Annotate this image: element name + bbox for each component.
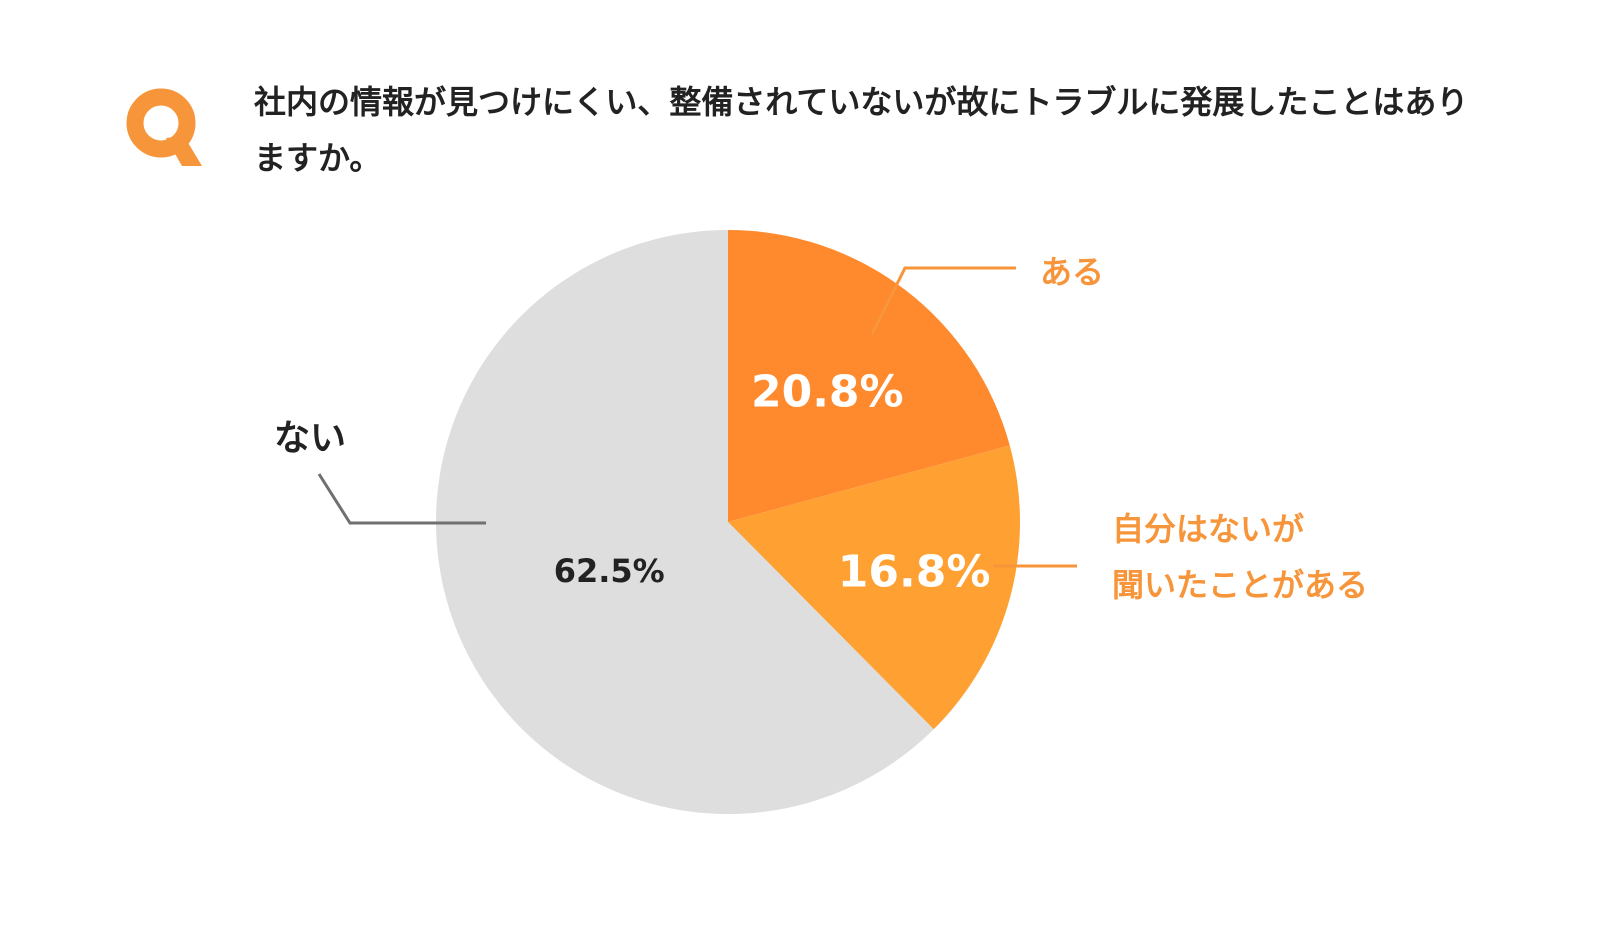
pie-slices (436, 229, 1020, 814)
category-label-kiita-line-1: 自分はないが (1112, 510, 1304, 548)
category-label-nai: ない (274, 418, 346, 459)
category-label-aru: ある (1040, 253, 1104, 291)
question-text: 社内の情報が見つけにくい、整備されていないが故にトラブルに発展したことはあります… (254, 83, 1469, 177)
value-label-kiita: 16.8% (838, 546, 991, 597)
value-labels: 20.8% 16.8% 62.5% (554, 367, 991, 598)
leader-line-aru (870, 266, 1016, 335)
category-label-kiita-line-2: 聞いたことがある (1112, 566, 1368, 604)
pie-slice-kiita (728, 445, 1020, 730)
value-label-aru: 20.8% (751, 367, 904, 418)
q-mark-icon (126, 88, 202, 166)
value-label-nai: 62.5% (554, 552, 665, 590)
leader-lines (317, 266, 1077, 568)
pie-slice-nai (436, 229, 934, 814)
pie-slice-aru (728, 230, 1010, 522)
leader-line-nai (317, 473, 486, 525)
